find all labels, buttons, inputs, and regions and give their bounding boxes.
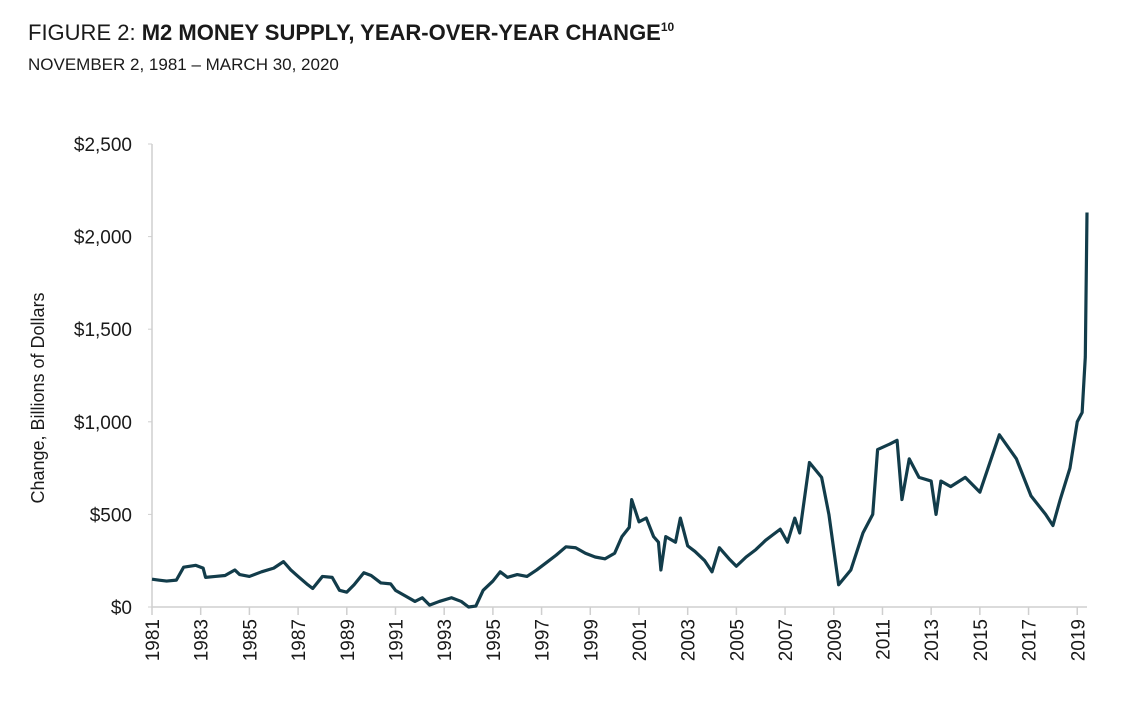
y-axis-label: Change, Billions of Dollars xyxy=(28,292,48,503)
y-tick-label: $1,000 xyxy=(74,413,132,434)
title: FIGURE 2: M2 MONEY SUPPLY, YEAR-OVER-YEA… xyxy=(28,20,675,45)
x-tick-label: 2009 xyxy=(825,619,846,661)
x-tick-label: 2011 xyxy=(873,619,894,660)
x-tick-label: 1999 xyxy=(581,619,602,661)
x-tick-label: 1997 xyxy=(533,619,554,661)
x-tick-label: 2019 xyxy=(1068,619,1089,661)
y-tick-label: $2,000 xyxy=(74,228,132,249)
x-tick-label: 2007 xyxy=(776,619,797,661)
y-tick-label: $2,500 xyxy=(74,135,132,156)
x-tick-label: 2005 xyxy=(727,619,748,661)
x-tick-label: 1991 xyxy=(386,619,407,661)
x-tick-label: 2001 xyxy=(630,619,651,661)
chart-title: M2 MONEY SUPPLY, YEAR-OVER-YEAR CHANGE xyxy=(142,20,661,45)
figure-label: FIGURE 2: xyxy=(28,20,136,45)
subtitle: NOVEMBER 2, 1981 – MARCH 30, 2020 xyxy=(28,55,339,74)
y-tick-label: $500 xyxy=(90,505,132,526)
data-line xyxy=(151,212,1089,609)
x-tick-label: 1983 xyxy=(192,619,213,661)
x-tick-label: 1995 xyxy=(484,619,505,661)
y-tick-label: $1,500 xyxy=(74,320,132,341)
x-tick-label: 2015 xyxy=(971,619,992,661)
y-tick-label: $0 xyxy=(111,598,132,619)
x-tick-label: 1993 xyxy=(435,619,456,661)
x-tick-label: 2003 xyxy=(679,619,700,661)
x-tick-label: 1981 xyxy=(143,619,164,661)
x-tick-label: 2013 xyxy=(922,619,943,661)
footnote-ref: 10 xyxy=(661,20,675,34)
x-tick-label: 1987 xyxy=(289,619,310,661)
x-tick-label: 2017 xyxy=(1020,619,1041,661)
x-tick-label: 1985 xyxy=(240,619,261,661)
x-tick-label: 1989 xyxy=(338,619,359,661)
